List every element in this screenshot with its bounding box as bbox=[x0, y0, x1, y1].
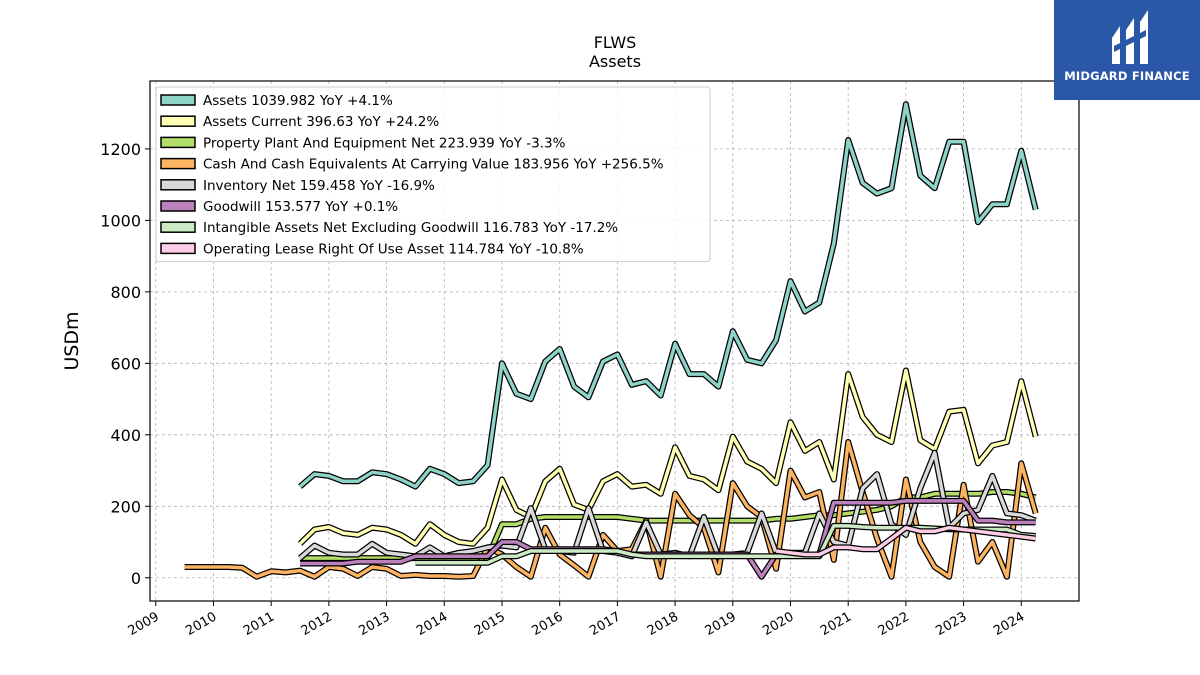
x-tick-label: 2017 bbox=[587, 609, 623, 639]
x-tick-label: 2021 bbox=[818, 609, 854, 639]
legend-entry: Operating Lease Right Of Use Asset 114.7… bbox=[203, 241, 584, 257]
x-tick-label: 2014 bbox=[414, 609, 450, 639]
legend-swatch bbox=[160, 242, 196, 255]
y-tick-label: 1200 bbox=[100, 140, 141, 159]
series-layer bbox=[184, 101, 1039, 580]
y-tick-label: 800 bbox=[110, 283, 141, 302]
x-tick-label: 2013 bbox=[356, 609, 392, 639]
legend-entry: Property Plant And Equipment Net 223.939… bbox=[203, 135, 566, 151]
x-tick-label: 2018 bbox=[645, 609, 681, 639]
legend-swatch bbox=[160, 179, 196, 191]
x-tick-label: 2015 bbox=[472, 609, 508, 639]
x-tick-label: 2009 bbox=[126, 609, 162, 639]
legend-swatch bbox=[160, 115, 196, 127]
legend-swatch bbox=[160, 136, 196, 149]
y-tick-label: 1000 bbox=[100, 211, 141, 230]
series-line bbox=[298, 102, 1038, 489]
series-line bbox=[184, 440, 1038, 579]
y-tick-label: 200 bbox=[110, 497, 141, 516]
x-tick-label: 2022 bbox=[876, 609, 912, 639]
legend-entry: Goodwill 153.577 YoY +0.1% bbox=[203, 199, 398, 215]
series-8 bbox=[775, 524, 1037, 558]
legend-entry: Intangible Assets Net Excluding Goodwill… bbox=[203, 220, 618, 236]
x-tick-label: 2010 bbox=[183, 609, 219, 639]
x-tick-label: 2019 bbox=[703, 609, 739, 639]
x-tick-label: 2020 bbox=[760, 609, 796, 639]
y-tick-label: 600 bbox=[110, 354, 141, 373]
brand-logo: MIDGARD FINANCE bbox=[1054, 0, 1200, 100]
legend-swatch bbox=[160, 221, 196, 233]
y-axis-label: USDm bbox=[61, 311, 83, 370]
chart-title: FLWS bbox=[594, 33, 637, 52]
series-2 bbox=[297, 367, 1039, 547]
series-4 bbox=[184, 439, 1039, 580]
x-tick-label: 2016 bbox=[530, 609, 566, 639]
chart-subtitle: Assets bbox=[589, 52, 641, 71]
legend-box bbox=[155, 86, 711, 263]
x-tick-label: 2023 bbox=[933, 609, 969, 639]
legend-entry: Inventory Net 159.458 YoY -16.9% bbox=[203, 178, 435, 194]
midgard-m-logo-icon bbox=[1112, 10, 1148, 64]
y-tick-label: 0 bbox=[131, 569, 141, 588]
legend-swatch bbox=[160, 157, 196, 170]
plot-frame bbox=[149, 80, 1080, 602]
y-tick-label: 400 bbox=[110, 426, 141, 445]
series-line bbox=[775, 525, 1036, 557]
x-tick-label: 2012 bbox=[299, 609, 335, 639]
x-tick-label: 2024 bbox=[991, 609, 1027, 639]
series-1 bbox=[298, 101, 1039, 490]
legend: Assets 1039.982 YoY +4.1% Assets Current … bbox=[155, 86, 711, 263]
legend-swatch bbox=[160, 94, 196, 106]
legend-entry: Cash And Cash Equivalents At Carrying Va… bbox=[203, 157, 664, 173]
legend-entry: Assets 1039.982 YoY +4.1% bbox=[203, 93, 393, 109]
series-line bbox=[298, 368, 1038, 546]
legend-entry: Assets Current 396.63 YoY +24.2% bbox=[203, 114, 439, 130]
brand-name: MIDGARD FINANCE bbox=[1064, 69, 1190, 83]
x-tick-label: 2011 bbox=[241, 609, 277, 639]
legend-swatch bbox=[160, 200, 196, 212]
